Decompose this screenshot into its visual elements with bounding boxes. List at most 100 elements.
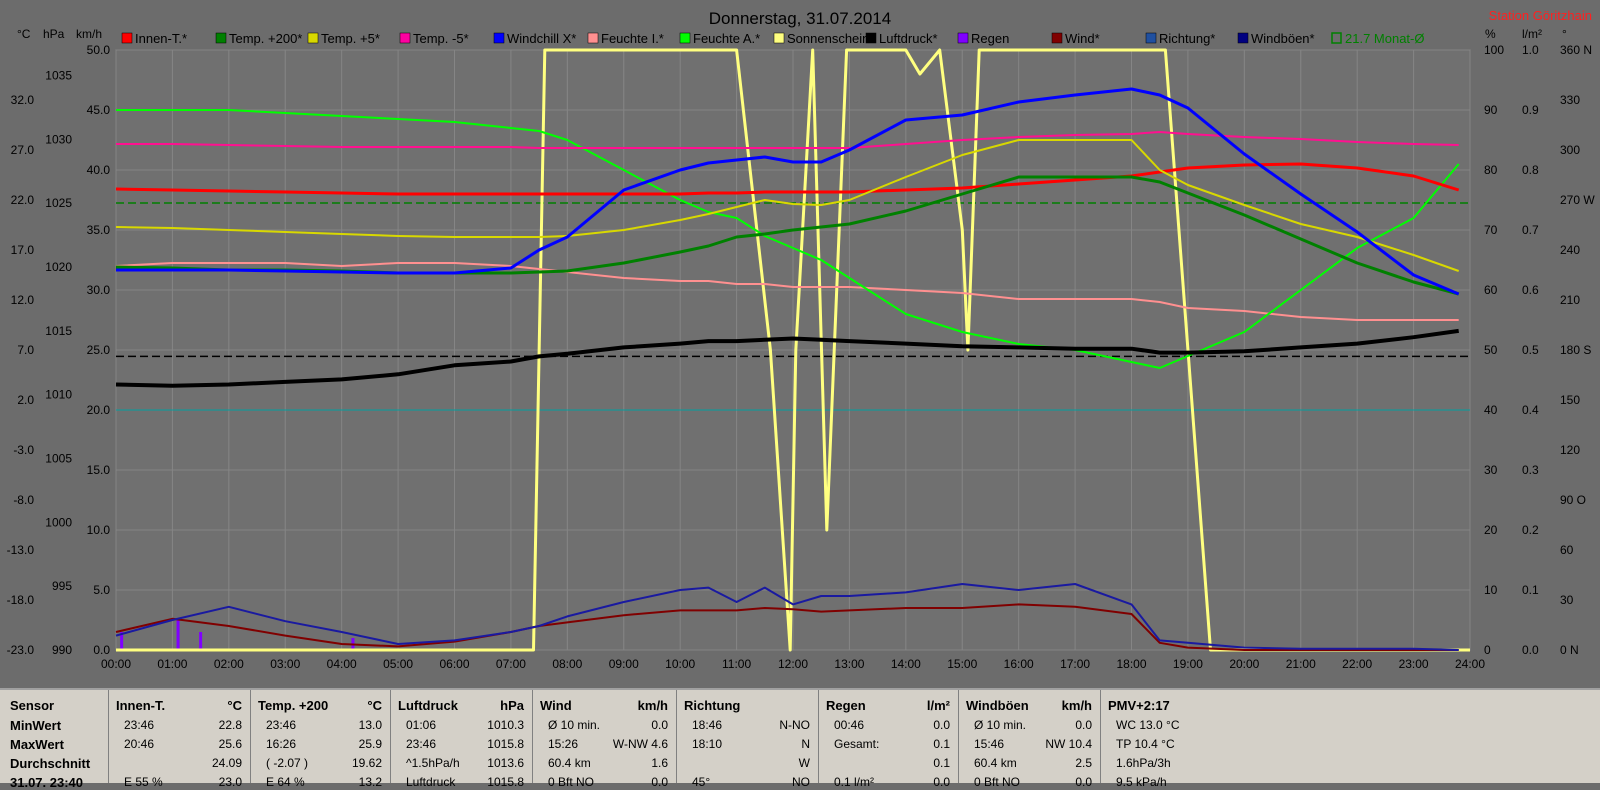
hpa-tick-label: 1035 [45,69,72,83]
direction-tick-label: 0 N [1560,643,1579,657]
stats-column: Innen-T. °C 23:46 22.8 20:46 25.6 24.09 E 55 % 2… [108,690,251,789]
celsius-tick-label: -23.0 [7,643,35,657]
stats-column-unit: km/h [1061,698,1092,713]
x-tick-label: 22:00 [1342,657,1372,671]
stats-cell-label: 15:46 [974,737,1005,751]
unit-percent: % [1485,27,1496,41]
stats-cell-value: W [798,756,810,770]
stats-cell-value: 0.0 [933,775,950,789]
legend-label: Regen [971,31,1009,46]
stats-cell-label: Gesamt: [834,737,880,751]
stats-cell-label: 23:46 [406,737,437,751]
stats-column: PMV+2:17 WC 13.0 °C TP 10.4 °C 1.6hPa/3h 9.5… [1100,690,1240,789]
legend-label: Luftdruck* [879,31,938,46]
x-tick-label: 10:00 [665,657,695,671]
x-tick-label: 17:00 [1060,657,1090,671]
x-tick-label: 08:00 [552,657,582,671]
stats-column-unit: °C [227,698,242,713]
x-tick-label: 13:00 [834,657,864,671]
stats-cell-value: 19.62 [351,756,382,770]
legend-swatch [121,32,133,44]
stats-cell-label: 0 Bft NO [548,775,595,789]
stats-cell-value: 0.0 [933,718,950,732]
x-tick-label: 16:00 [1004,657,1034,671]
stats-cell-value: 1015.8 [487,737,524,751]
stats-cell-value: 0.0 [1075,718,1092,732]
stats-column-head: Luftdruck [398,698,458,713]
direction-tick-label: 180 S [1560,343,1591,357]
percent-tick-label: 10 [1484,583,1498,597]
stats-column: Windböen km/h Ø 10 min. 0.0 15:46 NW 10.4 60.4… [958,690,1101,789]
series-windchill [116,87,1460,296]
stats-cell-label: ( -2.07 ) [266,756,309,770]
x-tick-label: 19:00 [1173,657,1203,671]
x-tick-label: 02:00 [214,657,244,671]
stats-column-unit: km/h [637,698,668,713]
legend-label-monthly: 21.7 Monat-Ø [1345,31,1425,46]
stats-column-head: Temp. +200 [258,698,329,713]
direction-tick-label: 240 [1560,243,1580,257]
hpa-tick-label: 1000 [45,515,72,529]
stats-cell-label: Ø 10 min. [974,718,1027,732]
kmh-tick-label: 15.0 [87,463,111,477]
stats-cell-label: 15:26 [548,737,579,751]
legend-label: Wind* [1065,31,1100,46]
stats-cell-value: 0.1 [933,756,950,770]
unit-direction: ° [1562,27,1567,41]
stats-cell-label: 16:26 [266,737,297,751]
rain-tick-label: 1.0 [1522,43,1539,57]
direction-tick-label: 30 [1560,593,1574,607]
stats-cell-label: Luftdruck [406,775,456,789]
rain-tick-label: 0.4 [1522,403,1539,417]
rain-tick-label: 0.2 [1522,523,1539,537]
stats-column-unit: l/m² [926,698,950,713]
stats-cell-label: 23:46 [124,718,155,732]
percent-tick-label: 30 [1484,463,1498,477]
legend-swatch [773,32,785,44]
x-tick-label: 06:00 [439,657,469,671]
direction-tick-label: 120 [1560,443,1580,457]
stats-cell-label: 20:46 [124,737,155,751]
legend-swatch [307,32,319,44]
unit-kmh: km/h [76,27,102,41]
rain-tick-label: 0.7 [1522,223,1539,237]
legend-swatch [493,32,505,44]
legend-label: Temp. -5* [413,31,469,46]
percent-tick-label: 60 [1484,283,1498,297]
legend-swatch [1145,32,1157,44]
stats-row-labels: Sensor MinWert MaxWert Durchschnitt 31.0… [0,690,109,790]
stats-cell-value: 22.8 [218,718,242,732]
legend-swatch [215,32,227,44]
series-windboeen [115,583,1459,651]
kmh-tick-label: 40.0 [87,163,111,177]
kmh-tick-label: 5.0 [93,583,110,597]
hpa-tick-label: 990 [52,643,72,657]
stats-cell-value: 25.6 [218,737,242,751]
hpa-tick-label: 1010 [45,388,72,402]
unit-celsius: °C [17,27,31,41]
series-wind [115,603,1459,651]
celsius-tick-label: -8.0 [13,493,34,507]
stats-cell-value: 1010.3 [487,718,524,732]
weather-chart: 00:00 01:00 02:00 03:00 04:00 05:00 06:00 07:00… [7,8,1596,671]
x-tick-label: 20:00 [1229,657,1259,671]
stats-cell-label: Ø 10 min. [548,718,601,732]
series-temp5 [115,139,1460,272]
stats-cell-label: E 64 % [266,775,305,789]
celsius-tick-label: 2.0 [17,393,34,407]
percent-tick-label: 80 [1484,163,1498,177]
stats-column: Regen l/m² 00:46 0.0 Gesamt: 0.1 0.1 0.1 l/m² 0.… [818,690,959,789]
kmh-tick-label: 50.0 [87,43,111,57]
row-label-sensor: Sensor [10,698,55,713]
stats-column-head: Richtung [684,698,741,713]
direction-tick-label: 210 [1560,293,1580,307]
stats-column-unit: °C [367,698,382,713]
celsius-tick-label: 32.0 [11,93,35,107]
stats-cell-value: N [801,737,810,751]
stats-cell-label: 18:10 [692,737,723,751]
celsius-tick-label: -3.0 [13,443,34,457]
legend: Innen-T.* Temp. +200* Temp. +5* Temp. -5* Wi… [121,31,1425,46]
stats-cell-value: 0.1 [933,737,950,751]
stats-cell-label: E 55 % [124,775,163,789]
series-tempm5 [116,131,1459,149]
